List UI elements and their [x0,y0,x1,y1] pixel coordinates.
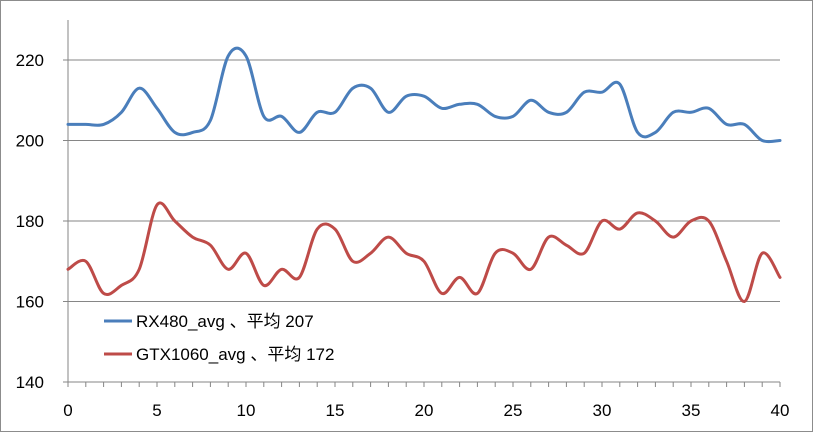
axes [63,20,781,387]
x-tick-label: 5 [152,401,161,420]
x-tick-label: 10 [237,401,256,420]
legend-label-1: GTX1060_avg 、平均 172 [136,345,334,364]
x-tick-label: 35 [682,401,701,420]
y-tick-label: 140 [16,373,44,392]
y-tick-label: 220 [16,51,44,70]
x-tick-label: 20 [415,401,434,420]
x-tick-label: 15 [326,401,345,420]
gridlines [68,59,780,302]
y-tick-label: 200 [16,132,44,151]
tick-labels: 140 160 180 200 220 0 5 10 15 20 25 30 35 40 [16,51,790,420]
x-tick-label: 30 [593,401,612,420]
x-tick-label: 25 [504,401,523,420]
series-lines [66,46,782,303]
x-tick-label: 0 [63,401,72,420]
legend: RX480_avg 、平均 207 GTX1060_avg 、平均 172 [104,312,334,364]
series-line-1 [66,201,782,303]
x-tick-label: 40 [771,401,790,420]
y-tick-label: 180 [16,212,44,231]
legend-label-0: RX480_avg 、平均 207 [136,312,314,331]
series-line-0 [66,46,782,144]
y-tick-label: 160 [16,293,44,312]
